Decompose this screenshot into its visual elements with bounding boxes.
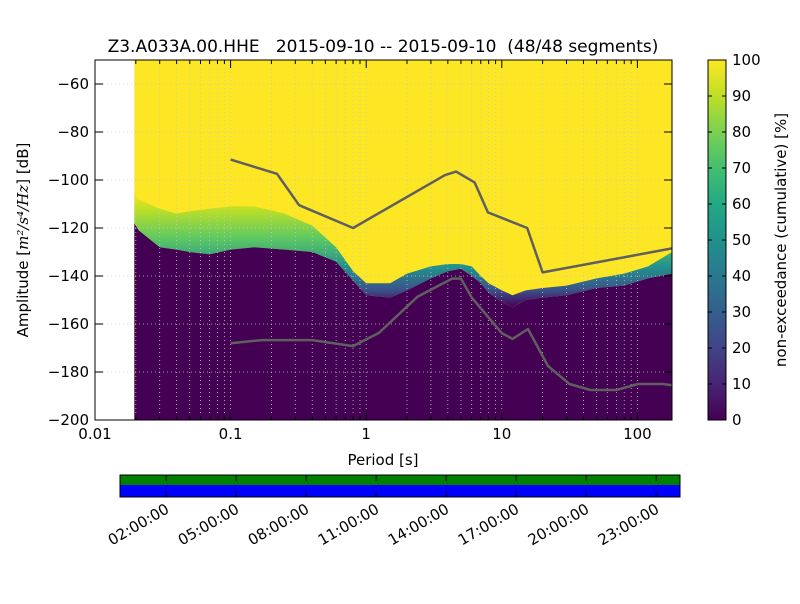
x-axis-ticks: 0.01 0.1 1 10 100 xyxy=(78,60,652,443)
y-axis-label: Amplitude [m²/s⁴/Hz] [dB] xyxy=(14,143,32,338)
colorbar-tick-label: 70 xyxy=(732,159,751,177)
plot-area xyxy=(95,60,672,420)
timeline-data-coverage xyxy=(120,475,680,485)
timeline-tick-label: 23:00:00 xyxy=(595,500,662,549)
grid xyxy=(95,60,672,420)
x-tick-label: 1 xyxy=(361,425,371,443)
colorbar-tick-label: 100 xyxy=(732,51,761,69)
x-tick-label: 0.1 xyxy=(219,425,243,443)
timeline-tick-label: 11:00:00 xyxy=(315,500,382,549)
colorbar-tick-label: 20 xyxy=(732,339,751,357)
timeline-tick-label: 08:00:00 xyxy=(245,500,312,549)
chart-title: Z3.A033A.00.HHE 2015-09-10 -- 2015-09-10… xyxy=(108,37,659,57)
colorbar-tick-label: 90 xyxy=(732,87,751,105)
x-tick-label: 100 xyxy=(623,425,652,443)
colorbar-tick-label: 40 xyxy=(732,267,751,285)
colorbar-tick-label: 10 xyxy=(732,375,751,393)
timeline-gap-coverage xyxy=(120,485,680,497)
timeline-tick-label: 05:00:00 xyxy=(175,500,242,549)
x-tick-label: 0.01 xyxy=(78,425,111,443)
x-axis-label: Period [s] xyxy=(347,451,418,469)
colorbar-tick-label: 50 xyxy=(732,231,751,249)
noise-model-line-nhnm xyxy=(230,158,672,274)
timeline-tick-label: 14:00:00 xyxy=(385,500,452,549)
colorbar-ticks: 0 10 20 30 40 50 60 70 80 90 100 xyxy=(708,51,761,429)
y-tick-label: −120 xyxy=(48,219,89,237)
y-tick-label: −80 xyxy=(57,123,89,141)
y-tick-label: −180 xyxy=(48,363,89,381)
timeline-bar: 02:00:00 05:00:00 08:00:00 11:00:00 14:00:00… xyxy=(105,474,681,549)
noise-model-lines xyxy=(230,158,672,392)
noise-model-line-nlnm xyxy=(230,277,672,392)
colorbar-tick-label: 80 xyxy=(732,123,751,141)
colorbar-label: non-exceedance (cumulative) [%] xyxy=(772,113,790,367)
colorbar-tick-label: 60 xyxy=(732,195,751,213)
timeline-tick-label: 02:00:00 xyxy=(105,500,172,549)
y-tick-label: −160 xyxy=(48,315,89,333)
heatmap-transition-band xyxy=(134,192,672,308)
y-axis-ticks: −60 −80 −100 −120 −140 −160 −180 −200 xyxy=(48,75,672,429)
y-axis-label-units: m²/s⁴/Hz xyxy=(14,185,32,250)
colorbar-tick-label: 0 xyxy=(732,411,742,429)
y-axis-label-suffix: ] [dB] xyxy=(14,143,32,185)
y-tick-label: −140 xyxy=(48,267,89,285)
y-axis-label-prefix: Amplitude [ xyxy=(14,250,32,338)
timeline-frame xyxy=(119,474,681,498)
colorbar-tick-label: 30 xyxy=(732,303,751,321)
y-tick-label: −200 xyxy=(48,411,89,429)
y-tick-label: −60 xyxy=(57,75,89,93)
x-tick-label: 10 xyxy=(492,425,511,443)
plot-frame xyxy=(94,59,673,421)
heatmap xyxy=(134,60,672,420)
y-tick-label: −100 xyxy=(48,171,89,189)
timeline-tick-label: 17:00:00 xyxy=(455,500,522,549)
heatmap-lower-region xyxy=(134,223,672,420)
timeline-tick-label: 20:00:00 xyxy=(525,500,592,549)
